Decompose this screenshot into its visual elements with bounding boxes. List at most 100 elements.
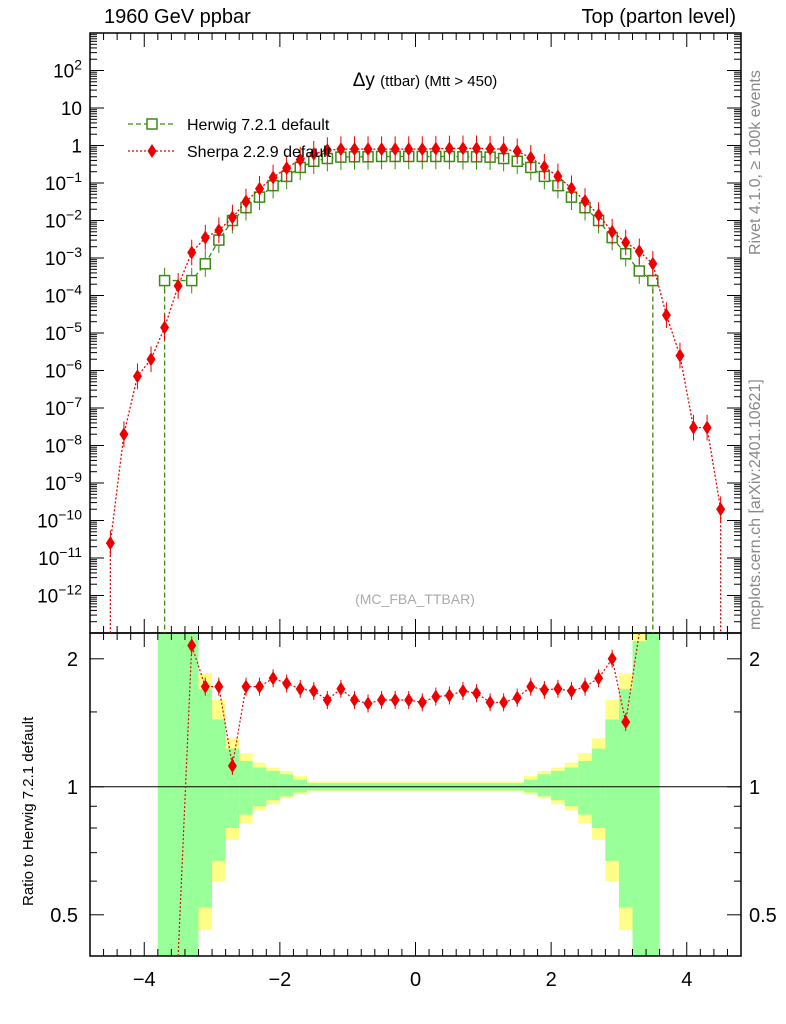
main-y-tick-label: 10−11 — [38, 544, 82, 570]
sherpa-point — [553, 169, 563, 184]
sherpa-point — [119, 427, 129, 442]
herwig-point — [185, 274, 198, 287]
band-green-bin — [605, 719, 619, 861]
x-tick-label: 4 — [681, 969, 692, 991]
ratio-point — [377, 693, 387, 708]
band-green-bin — [524, 779, 538, 793]
main-y-tick-label: 1 — [71, 137, 82, 158]
ratio-y-tick-label-right: 2 — [749, 649, 760, 671]
band-green-bin — [212, 719, 226, 861]
header-left: 1960 GeV ppbar — [104, 6, 251, 28]
ratio-point — [390, 693, 400, 708]
ratio-y-tick-label-right: 1 — [749, 777, 760, 799]
ratio-point — [322, 693, 332, 708]
sherpa-point — [526, 150, 536, 165]
sherpa-point — [322, 143, 332, 158]
herwig-point — [647, 274, 659, 287]
ratio-point — [187, 638, 197, 653]
band-green-bin — [279, 774, 294, 797]
sherpa-point — [268, 170, 278, 185]
main-y-tick-label: 10−9 — [45, 469, 82, 495]
ratio-point — [526, 679, 536, 694]
main-y-tick-label: 10 — [61, 99, 82, 120]
ratio-point — [621, 715, 631, 730]
sherpa-point — [417, 142, 427, 157]
ratio-y-tick-label-right: 0.5 — [749, 905, 777, 927]
main-y-tick-label: 102 — [53, 57, 82, 83]
ratio-point — [472, 686, 482, 701]
ratio-point — [214, 679, 224, 694]
band-green-bin — [551, 770, 565, 801]
main-y-tick-label: 10−10 — [37, 507, 82, 533]
band-green-bin — [198, 688, 213, 908]
band-green-bin — [578, 760, 592, 815]
ratio-point — [268, 671, 278, 686]
sherpa-point — [634, 244, 644, 259]
band-green-bin — [157, 633, 172, 956]
sherpa-point — [227, 210, 237, 225]
sherpa-point — [146, 352, 156, 367]
ratio-point — [363, 696, 373, 711]
main-series — [105, 135, 726, 633]
ratio-line — [177, 645, 627, 956]
sherpa-point — [458, 141, 468, 156]
ratio-point — [431, 689, 441, 704]
legend-marker-herwig — [146, 118, 158, 130]
ratio-point — [255, 679, 265, 694]
ratio-point — [309, 684, 319, 699]
ratio-point — [295, 681, 305, 696]
main-y-tick-label: 10−3 — [45, 244, 82, 270]
band-green-bin — [618, 688, 633, 908]
sherpa-point — [187, 245, 197, 260]
x-tick-label: −2 — [268, 969, 291, 991]
sherpa-point — [349, 142, 359, 157]
sherpa-point — [132, 369, 142, 384]
ratio-y-axis-label: Ratio to Herwig 7.2.1 default — [20, 716, 37, 906]
main-y-tick-label: 10−7 — [45, 394, 82, 420]
sherpa-point — [472, 141, 482, 156]
legend-label: Herwig 7.2.1 default — [187, 117, 330, 134]
ratio-y-tick-label: 1 — [67, 777, 78, 799]
band-green-bin — [632, 641, 647, 956]
sherpa-point — [214, 223, 224, 238]
sherpa-point — [607, 224, 617, 239]
sherpa-point — [661, 308, 671, 323]
main-y-tick-label: 10−12 — [37, 582, 82, 608]
ratio-y-tick-label: 2 — [67, 649, 78, 671]
herwig-point — [158, 274, 171, 287]
sherpa-point — [716, 502, 726, 517]
sherpa-point — [444, 141, 454, 156]
ratio-point — [227, 758, 237, 773]
chart-title: Δy (ttbar) (Mtt > 450) — [353, 70, 498, 91]
ratio-point — [444, 688, 454, 703]
sherpa-point — [512, 144, 522, 159]
sherpa-point — [499, 142, 509, 157]
main-y-tick-label: 10−6 — [45, 357, 82, 383]
band-green-bin — [239, 760, 253, 815]
main-y-tick-label: 10−1 — [45, 169, 82, 195]
ratio-line-tail — [625, 633, 640, 723]
main-y-tick-label: 10−2 — [45, 207, 82, 233]
sherpa-point — [539, 159, 549, 174]
ratio-point — [539, 682, 549, 697]
x-tick-label: 2 — [546, 969, 557, 991]
sherpa-point — [282, 161, 292, 176]
sherpa-point — [675, 348, 685, 363]
ratio-point — [458, 684, 468, 699]
sherpa-point — [594, 208, 604, 223]
sherpa-point — [566, 181, 576, 196]
sherpa-point — [173, 278, 183, 293]
ratio-point — [499, 695, 509, 710]
ratio-point — [241, 679, 251, 694]
sherpa-point — [160, 320, 170, 335]
analysis-watermark: (MC_FBA_TTBAR) — [355, 591, 475, 607]
sherpa-point — [485, 141, 495, 156]
ratio-point — [566, 684, 576, 699]
series-line-1 — [109, 147, 722, 544]
sherpa-point — [648, 256, 658, 271]
ratio-series — [177, 633, 640, 956]
sherpa-point — [255, 181, 265, 196]
band-green-bin — [266, 770, 280, 801]
sherpa-point — [377, 142, 387, 157]
